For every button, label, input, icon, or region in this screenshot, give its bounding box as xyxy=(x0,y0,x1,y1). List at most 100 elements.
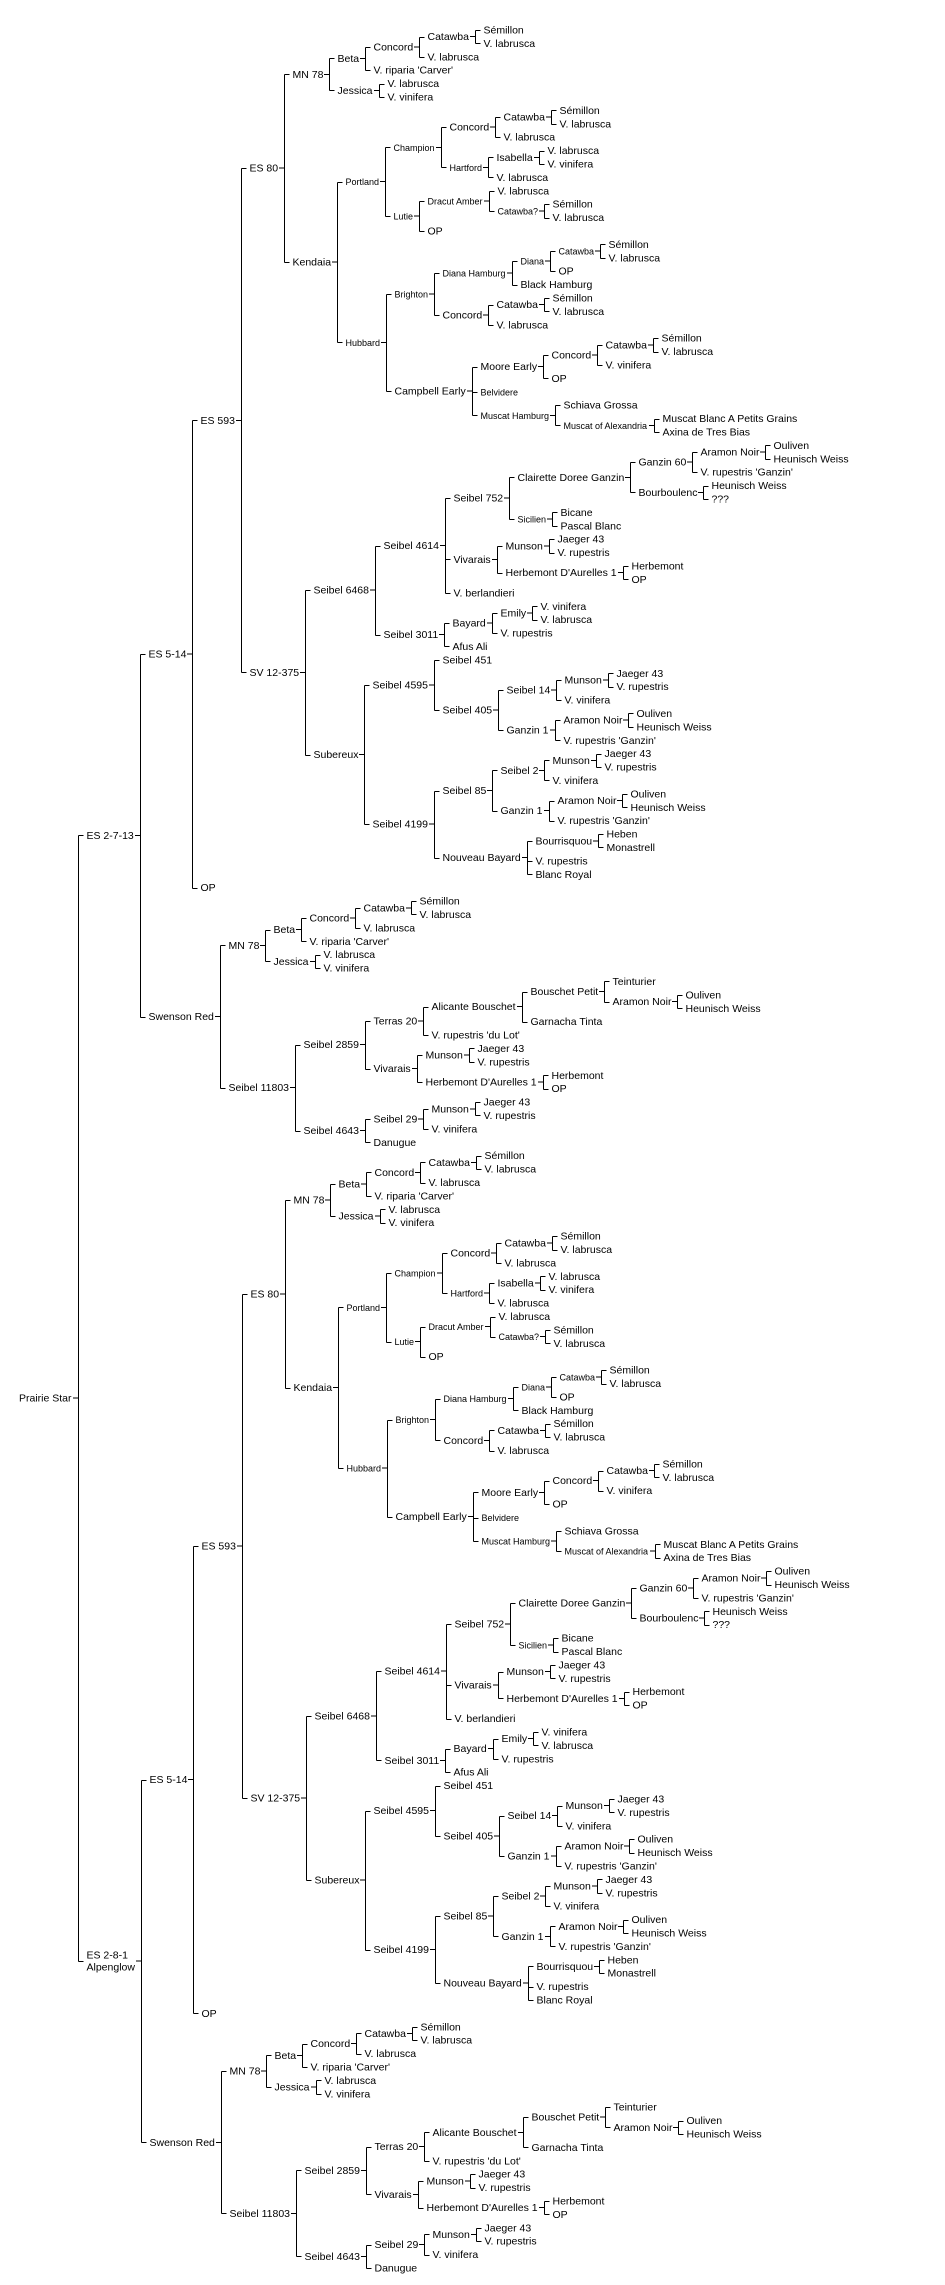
node-v-rupestris: V. rupestris xyxy=(484,1110,536,1122)
node-heunisch-weiss: Heunisch Weiss xyxy=(687,2128,762,2140)
node-herbemont: Herbemont xyxy=(632,561,684,573)
node-emily: Emily xyxy=(502,1733,528,1745)
node-v-labrusca: V. labrusca xyxy=(505,1257,557,1269)
node-muscat-hamburg: Muscat Hamburg xyxy=(481,411,550,421)
node-muscat-of-alexandria: Muscat of Alexandria xyxy=(565,1547,649,1557)
node-teinturier: Teinturier xyxy=(613,976,657,988)
node-v-rupestris-ganzin: V. rupestris 'Ganzin' xyxy=(558,815,650,827)
node-emily: Emily xyxy=(501,607,527,619)
node-aramon-noir: Aramon Noir xyxy=(614,2122,673,2134)
node-dracut-amber: Dracut Amber xyxy=(429,1322,484,1332)
node-catawba: Catawba xyxy=(365,2028,407,2040)
node-bouschet-petit: Bouschet Petit xyxy=(531,986,599,998)
node-herbemont-d-aurelles-1: Herbemont D'Aurelles 1 xyxy=(506,567,617,579)
node-op: OP xyxy=(560,1391,575,1403)
node-v-berlandieri: V. berlandieri xyxy=(455,1713,516,1725)
node-v-labrusca: V. labrusca xyxy=(553,306,605,318)
node-aramon-noir: Aramon Noir xyxy=(564,715,623,727)
node-afus-ali: Afus Ali xyxy=(453,641,488,653)
node-catawba: Catawba xyxy=(606,339,648,351)
node-garnacha-tinta: Garnacha Tinta xyxy=(532,2142,604,2154)
node-op: OP xyxy=(428,226,443,238)
node-v-rupestris-ganzin: V. rupestris 'Ganzin' xyxy=(702,1592,794,1604)
node-moore-early: Moore Early xyxy=(482,1487,539,1499)
node-op: OP xyxy=(201,882,216,894)
node-bayard: Bayard xyxy=(454,1743,487,1755)
node-es-593: ES 593 xyxy=(202,1540,237,1552)
node-seibel-4595: Seibel 4595 xyxy=(374,1805,430,1817)
node-seibel-4643: Seibel 4643 xyxy=(305,2251,361,2263)
node-ouliven: Ouliven xyxy=(631,788,667,800)
node-v-labrusca: V. labrusca xyxy=(484,38,536,50)
node-vivarais: Vivarais xyxy=(375,2189,412,2201)
node-beta: Beta xyxy=(274,924,296,936)
node-v-labrusca: V. labrusca xyxy=(542,1740,594,1752)
node-brighton: Brighton xyxy=(396,1415,430,1425)
node-s-millon: Sémillon xyxy=(554,1324,594,1336)
node-jessica: Jessica xyxy=(338,85,373,97)
node-seibel-4595: Seibel 4595 xyxy=(373,679,429,691)
node-v-labrusca: V. labrusca xyxy=(663,1472,715,1484)
node-op: OP xyxy=(202,2008,217,2020)
node-es-2-8-1-alpenglow: ES 2-8-1 Alpenglow xyxy=(87,1949,136,1973)
node-ouliven: Ouliven xyxy=(686,989,722,1001)
node-seibel-2859: Seibel 2859 xyxy=(304,1039,360,1051)
node-v-riparia-carver: V. riparia 'Carver' xyxy=(374,65,453,77)
node-v-labrusca: V. labrusca xyxy=(561,1244,613,1256)
node-concord: Concord xyxy=(375,1167,415,1179)
node-es-2-7-13: ES 2-7-13 xyxy=(87,830,134,842)
node-catawba: Catawba? xyxy=(499,1332,540,1342)
node-v-rupestris: V. rupestris xyxy=(537,1981,589,1993)
node-v-labrusca: V. labrusca xyxy=(499,1311,551,1323)
node-munson: Munson xyxy=(427,2175,465,2187)
node-v-rupestris: V. rupestris xyxy=(559,1673,611,1685)
node-seibel-6468: Seibel 6468 xyxy=(314,585,370,597)
node-v-rupestris: V. rupestris xyxy=(478,1056,530,1068)
node-v-labrusca: V. labrusca xyxy=(364,922,416,934)
node-v-vinifera: V. vinifera xyxy=(566,1820,612,1832)
node-jaeger-43: Jaeger 43 xyxy=(479,2169,526,2181)
node-sv-12-375: SV 12-375 xyxy=(251,1793,301,1805)
node-lutie: Lutie xyxy=(394,211,414,221)
node-v-vinifera: V. vinifera xyxy=(548,159,594,171)
node-s-millon: Sémillon xyxy=(560,105,600,117)
node-jaeger-43: Jaeger 43 xyxy=(605,748,652,760)
node-catawba: Catawba xyxy=(504,112,546,124)
node-es-80: ES 80 xyxy=(251,1288,280,1300)
node-v-vinifera: V. vinifera xyxy=(542,1726,588,1738)
node-vivarais: Vivarais xyxy=(374,1063,411,1075)
node-teinturier: Teinturier xyxy=(614,2102,658,2114)
node-s-millon: Sémillon xyxy=(553,199,593,211)
node-s-millon: Sémillon xyxy=(484,25,524,37)
node-jaeger-43: Jaeger 43 xyxy=(618,1793,665,1805)
node-blanc-royal: Blanc Royal xyxy=(537,1994,593,2006)
node-ganzin-1: Ganzin 1 xyxy=(507,725,549,737)
node-bicane: Bicane xyxy=(561,507,593,519)
node-seibel-29: Seibel 29 xyxy=(374,1113,418,1125)
node-op: OP xyxy=(632,574,647,586)
node-heunisch-weiss: Heunisch Weiss xyxy=(686,1003,761,1015)
node-v-berlandieri: V. berlandieri xyxy=(454,587,515,599)
node-seibel-4199: Seibel 4199 xyxy=(373,819,429,831)
node-op: OP xyxy=(552,1083,567,1095)
node-catawba: Catawba xyxy=(497,299,539,311)
node-: ??? xyxy=(712,494,730,506)
node-axina-de-tres-bias: Axina de Tres Bias xyxy=(664,1552,752,1564)
node-ganzin-1: Ganzin 1 xyxy=(502,1931,544,1943)
node-beta: Beta xyxy=(338,53,360,65)
node-brighton: Brighton xyxy=(395,289,429,299)
node-catawba: Catawba xyxy=(429,1157,471,1169)
node-ouliven: Ouliven xyxy=(687,2115,723,2127)
node-v-rupestris-ganzin: V. rupestris 'Ganzin' xyxy=(559,1941,651,1953)
node-catawba: Catawba xyxy=(498,1425,540,1437)
node-v-labrusca: V. labrusca xyxy=(498,1298,550,1310)
node-op: OP xyxy=(429,1351,444,1363)
node-vivarais: Vivarais xyxy=(455,1680,492,1692)
node-s-millon: Sémillon xyxy=(610,1365,650,1377)
node-jaeger-43: Jaeger 43 xyxy=(478,1043,525,1055)
node-alicante-bouschet: Alicante Bouschet xyxy=(433,2127,517,2139)
node-swenson-red: Swenson Red xyxy=(149,1011,215,1023)
node-seibel-4614: Seibel 4614 xyxy=(385,1666,441,1678)
node-v-labrusca: V. labrusca xyxy=(609,252,661,264)
node-s-millon: Sémillon xyxy=(554,1418,594,1430)
